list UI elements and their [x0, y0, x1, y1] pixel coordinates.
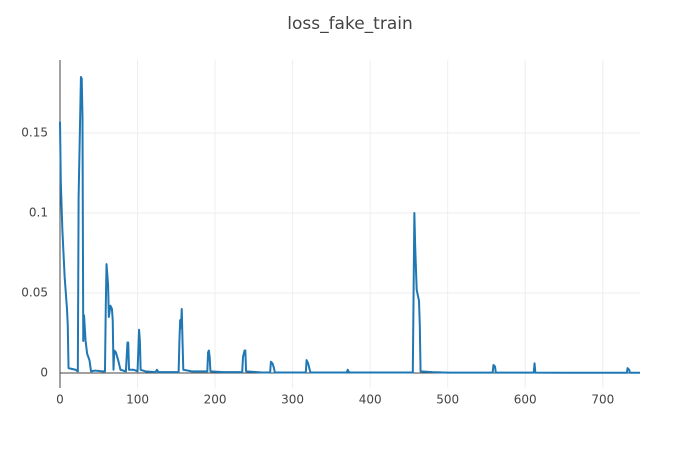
x-tick-label: 100	[126, 393, 149, 407]
x-tick-label: 200	[204, 393, 227, 407]
y-tick-label: 0.1	[29, 205, 48, 219]
y-tick-label: 0.05	[21, 285, 48, 299]
x-tick-label: 500	[436, 393, 459, 407]
x-tick-label: 0	[56, 393, 64, 407]
x-tick-label: 600	[514, 393, 537, 407]
line-series	[59, 75, 640, 374]
x-tick-label: 700	[591, 393, 614, 407]
y-tick-label: 0.15	[21, 125, 48, 139]
x-tick-label: 400	[359, 393, 382, 407]
chart-title: loss_fake_train	[287, 14, 413, 34]
y-tick-label: 0	[40, 365, 48, 379]
x-tick-label: 300	[281, 393, 304, 407]
